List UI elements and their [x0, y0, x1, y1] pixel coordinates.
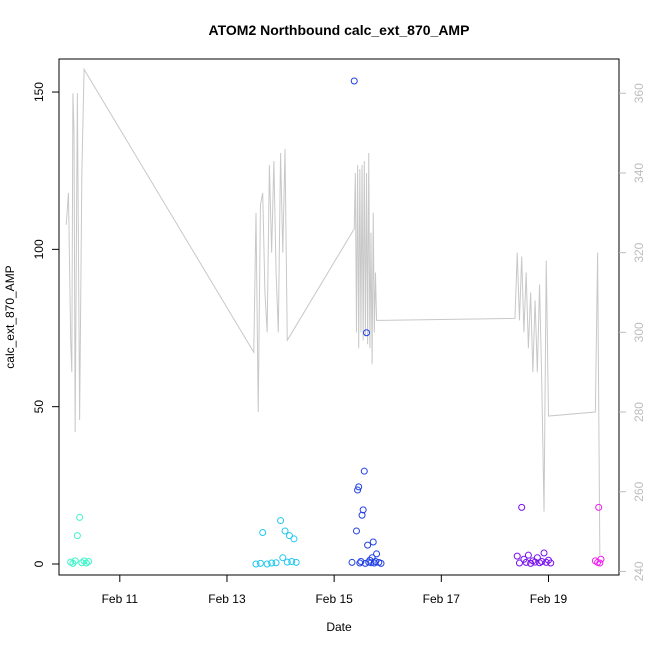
x-tick-label: Feb 15 — [315, 592, 353, 606]
chart-title: ATOM2 Northbound calc_ext_870_AMP — [209, 22, 470, 38]
points-layer — [67, 77, 605, 568]
line-series-layer — [65, 67, 601, 556]
y2-tick-label: 240 — [632, 561, 646, 581]
series-line-5 — [65, 67, 601, 556]
y2-tick-label: 260 — [632, 481, 646, 501]
data-point-series-2 — [373, 550, 381, 558]
data-point-series-2 — [364, 541, 372, 549]
data-point-series-1 — [256, 559, 264, 567]
data-point-series-3 — [524, 551, 532, 559]
data-point-series-2 — [350, 77, 358, 85]
y-tick-label: 50 — [32, 400, 46, 414]
data-point-series-1 — [259, 529, 267, 537]
data-point-series-2 — [354, 486, 362, 494]
y2-tick-label: 280 — [632, 402, 646, 422]
data-point-series-4 — [596, 559, 604, 567]
data-point-series-3 — [542, 558, 550, 566]
data-point-series-1 — [268, 559, 276, 567]
data-point-series-1 — [279, 554, 287, 562]
data-point-series-2 — [359, 506, 367, 514]
data-point-series-3 — [538, 557, 546, 565]
data-point-series-1 — [281, 527, 289, 535]
x-axis-label: Date — [326, 620, 352, 634]
y-axis: 0 50 100 150 — [32, 82, 59, 567]
y-axis-label: calc_ext_870_AMP — [3, 265, 17, 368]
y2-axis: 240 260 280 300 320 340 360 — [619, 83, 646, 581]
y2-tick-label: 340 — [632, 163, 646, 183]
data-point-series-3 — [518, 503, 526, 511]
data-point-series-1 — [263, 560, 271, 568]
y2-tick-label: 300 — [632, 322, 646, 342]
data-point-series-2 — [363, 329, 371, 337]
data-point-series-1 — [288, 557, 296, 565]
data-point-series-2 — [370, 559, 378, 567]
data-point-series-3 — [522, 558, 530, 566]
data-point-series-4 — [595, 503, 603, 511]
data-point-series-0 — [78, 559, 86, 567]
data-point-series-2 — [367, 559, 375, 567]
data-point-series-2 — [355, 483, 363, 491]
data-point-series-2 — [357, 557, 365, 565]
data-point-series-3 — [547, 559, 555, 567]
data-point-series-0 — [71, 557, 79, 565]
y2-tick-label: 360 — [632, 83, 646, 103]
data-point-series-1 — [292, 558, 300, 566]
data-point-series-2 — [360, 467, 368, 475]
data-point-series-1 — [252, 560, 260, 568]
y-tick-label: 100 — [32, 239, 46, 259]
data-point-series-1 — [277, 517, 285, 525]
data-point-series-2 — [348, 558, 356, 566]
data-point-series-1 — [283, 558, 291, 566]
data-point-series-1 — [290, 535, 298, 543]
y-tick-label: 150 — [32, 82, 46, 102]
data-point-series-3 — [515, 559, 523, 567]
x-tick-label: Feb 13 — [208, 592, 246, 606]
data-point-series-2 — [377, 559, 385, 567]
data-point-series-4 — [597, 555, 605, 563]
y-tick-label: 0 — [32, 560, 46, 567]
data-point-series-0 — [76, 513, 84, 521]
x-tick-label: Feb 11 — [102, 592, 139, 606]
data-point-series-3 — [513, 552, 521, 560]
data-point-series-0 — [85, 557, 93, 565]
x-axis: Feb 11 Feb 13 Feb 15 Feb 17 Feb 19 — [102, 575, 568, 606]
data-point-series-2 — [369, 538, 377, 546]
data-point-series-0 — [80, 557, 88, 565]
data-point-series-1 — [272, 559, 280, 567]
plot-area-box — [58, 58, 620, 576]
data-point-series-3 — [540, 549, 548, 557]
data-point-series-0 — [73, 532, 81, 540]
data-point-series-2 — [352, 527, 360, 535]
x-tick-label: Feb 19 — [530, 592, 568, 606]
x-tick-label: Feb 17 — [423, 592, 461, 606]
y2-tick-label: 320 — [632, 242, 646, 262]
